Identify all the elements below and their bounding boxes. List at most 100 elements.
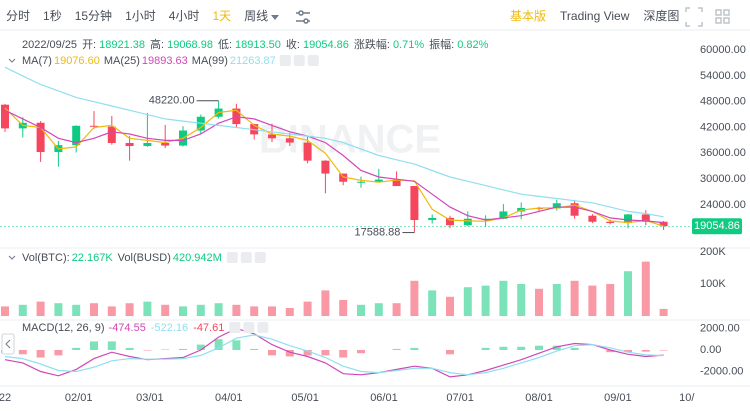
macd-histogram-bar [36, 350, 45, 358]
candle-body [161, 143, 170, 146]
interval-tab[interactable]: 1小时 [125, 9, 156, 23]
y-tick-label: 42000.00 [700, 121, 746, 133]
info-value: 19054.86 [303, 39, 349, 51]
legend-name: MA(7) [22, 55, 52, 67]
macd-histogram-bar [517, 346, 526, 350]
macd-histogram-bar [321, 350, 330, 356]
volume-bar [268, 306, 276, 316]
volume-bar [214, 303, 223, 316]
x-tick-label: 22 [0, 392, 11, 404]
ma-line [4, 109, 664, 224]
legend-value: -522.16 [151, 322, 188, 334]
macd-histogram-bar [161, 349, 170, 350]
volume-bar [517, 284, 526, 316]
side-handle[interactable] [1, 333, 15, 355]
legend-name: MA(25) [104, 55, 140, 67]
macd-histogram-bar [232, 340, 241, 350]
last-price-box [692, 218, 742, 235]
candle-body [303, 142, 312, 161]
info-label: 涨跌幅: [354, 37, 390, 51]
macd-histogram-bar [339, 350, 348, 358]
y-tick-label: 60000.00 [700, 44, 746, 56]
interval-tab[interactable]: 1秒 [43, 9, 62, 23]
legend-value: 420.942M [173, 252, 222, 264]
volume-bar [392, 303, 401, 316]
y-tick-label: 30000.00 [700, 173, 746, 185]
collapse-icon[interactable] [8, 58, 16, 63]
macd-histogram-bar [606, 350, 615, 353]
view-tab[interactable]: Trading View [560, 9, 630, 23]
x-tick-label: 03/01 [136, 392, 164, 404]
macd-histogram-bar [268, 350, 276, 356]
expand-icon[interactable] [685, 7, 703, 27]
view-tab[interactable]: 深度图 [643, 8, 679, 23]
legend-value: -474.55 [109, 322, 146, 334]
legend-name: Vol(BTC): [22, 252, 70, 264]
macd-histogram-bar [357, 350, 365, 354]
x-tick-label: 10/ [679, 392, 695, 404]
layout-icon[interactable] [715, 9, 730, 24]
candle-body [463, 218, 472, 226]
volume-bar [90, 303, 98, 316]
candle-body [90, 125, 98, 127]
interval-tab[interactable]: 周线 [244, 9, 268, 23]
candle-body [570, 203, 579, 216]
legend-icon[interactable] [307, 55, 319, 66]
volume-bar [161, 304, 170, 316]
volume-bar [481, 285, 490, 316]
macd-title: MACD(12, 26, 9) [22, 322, 105, 334]
legend-icon[interactable] [226, 252, 238, 263]
macd-histogram-bar [107, 341, 116, 350]
macd-histogram-bar [446, 350, 454, 355]
info-label: 开: [82, 39, 96, 51]
macd-histogram-bar [196, 344, 205, 350]
volume-bar [196, 304, 205, 316]
x-tick-label: 09/01 [604, 392, 632, 404]
legend-icon[interactable] [293, 55, 305, 66]
view-tab[interactable]: 基本版 [510, 9, 546, 23]
collapse-icon[interactable] [8, 255, 16, 260]
candle-body [357, 181, 365, 183]
candle-body [552, 203, 561, 209]
info-date: 2022/09/25 [22, 39, 77, 51]
volume-bar [179, 306, 187, 316]
legend-value: 19893.63 [142, 55, 188, 67]
macd-histogram-bar [499, 346, 508, 350]
interval-tab[interactable]: 分时 [6, 9, 30, 23]
dropdown-icon[interactable] [271, 15, 279, 20]
volume-bar [588, 285, 597, 316]
volume-bar [428, 290, 437, 316]
interval-tab[interactable]: 1天 [212, 9, 231, 23]
candle-body [374, 179, 383, 182]
candle-body [606, 221, 615, 224]
macd-histogram-bar [214, 339, 223, 350]
volume-bar [374, 303, 383, 316]
volume-bar [72, 304, 81, 316]
volume-bar [143, 301, 152, 316]
info-value: 18913.50 [235, 39, 281, 51]
legend-value: 22.167K [72, 252, 114, 264]
macd-histogram-bar [285, 350, 294, 357]
x-tick-label: 06/01 [370, 392, 398, 404]
volume-bar [499, 280, 508, 316]
legend-icon[interactable] [257, 322, 269, 333]
volume-bar [446, 296, 454, 316]
info-label: 振幅: [429, 37, 454, 51]
legend-icon[interactable] [229, 322, 241, 333]
x-tick-label: 07/01 [446, 392, 474, 404]
candle-body [143, 143, 152, 147]
legend-icon[interactable] [240, 252, 252, 263]
legend-icon[interactable] [243, 322, 255, 333]
candle-body [428, 217, 437, 221]
x-tick-label: 04/01 [215, 392, 243, 404]
legend-icon[interactable] [254, 252, 266, 263]
last-price-label: 19054.86 [694, 220, 740, 232]
interval-tab[interactable]: 15分钟 [75, 8, 112, 23]
volume-bar [357, 304, 365, 316]
candle-body [1, 104, 9, 129]
info-value: 0.71% [393, 39, 424, 51]
legend-icon[interactable] [279, 55, 291, 66]
settings-icon[interactable] [296, 10, 310, 24]
low-label: 17588.88 [355, 226, 401, 238]
interval-tab[interactable]: 4小时 [169, 9, 200, 23]
